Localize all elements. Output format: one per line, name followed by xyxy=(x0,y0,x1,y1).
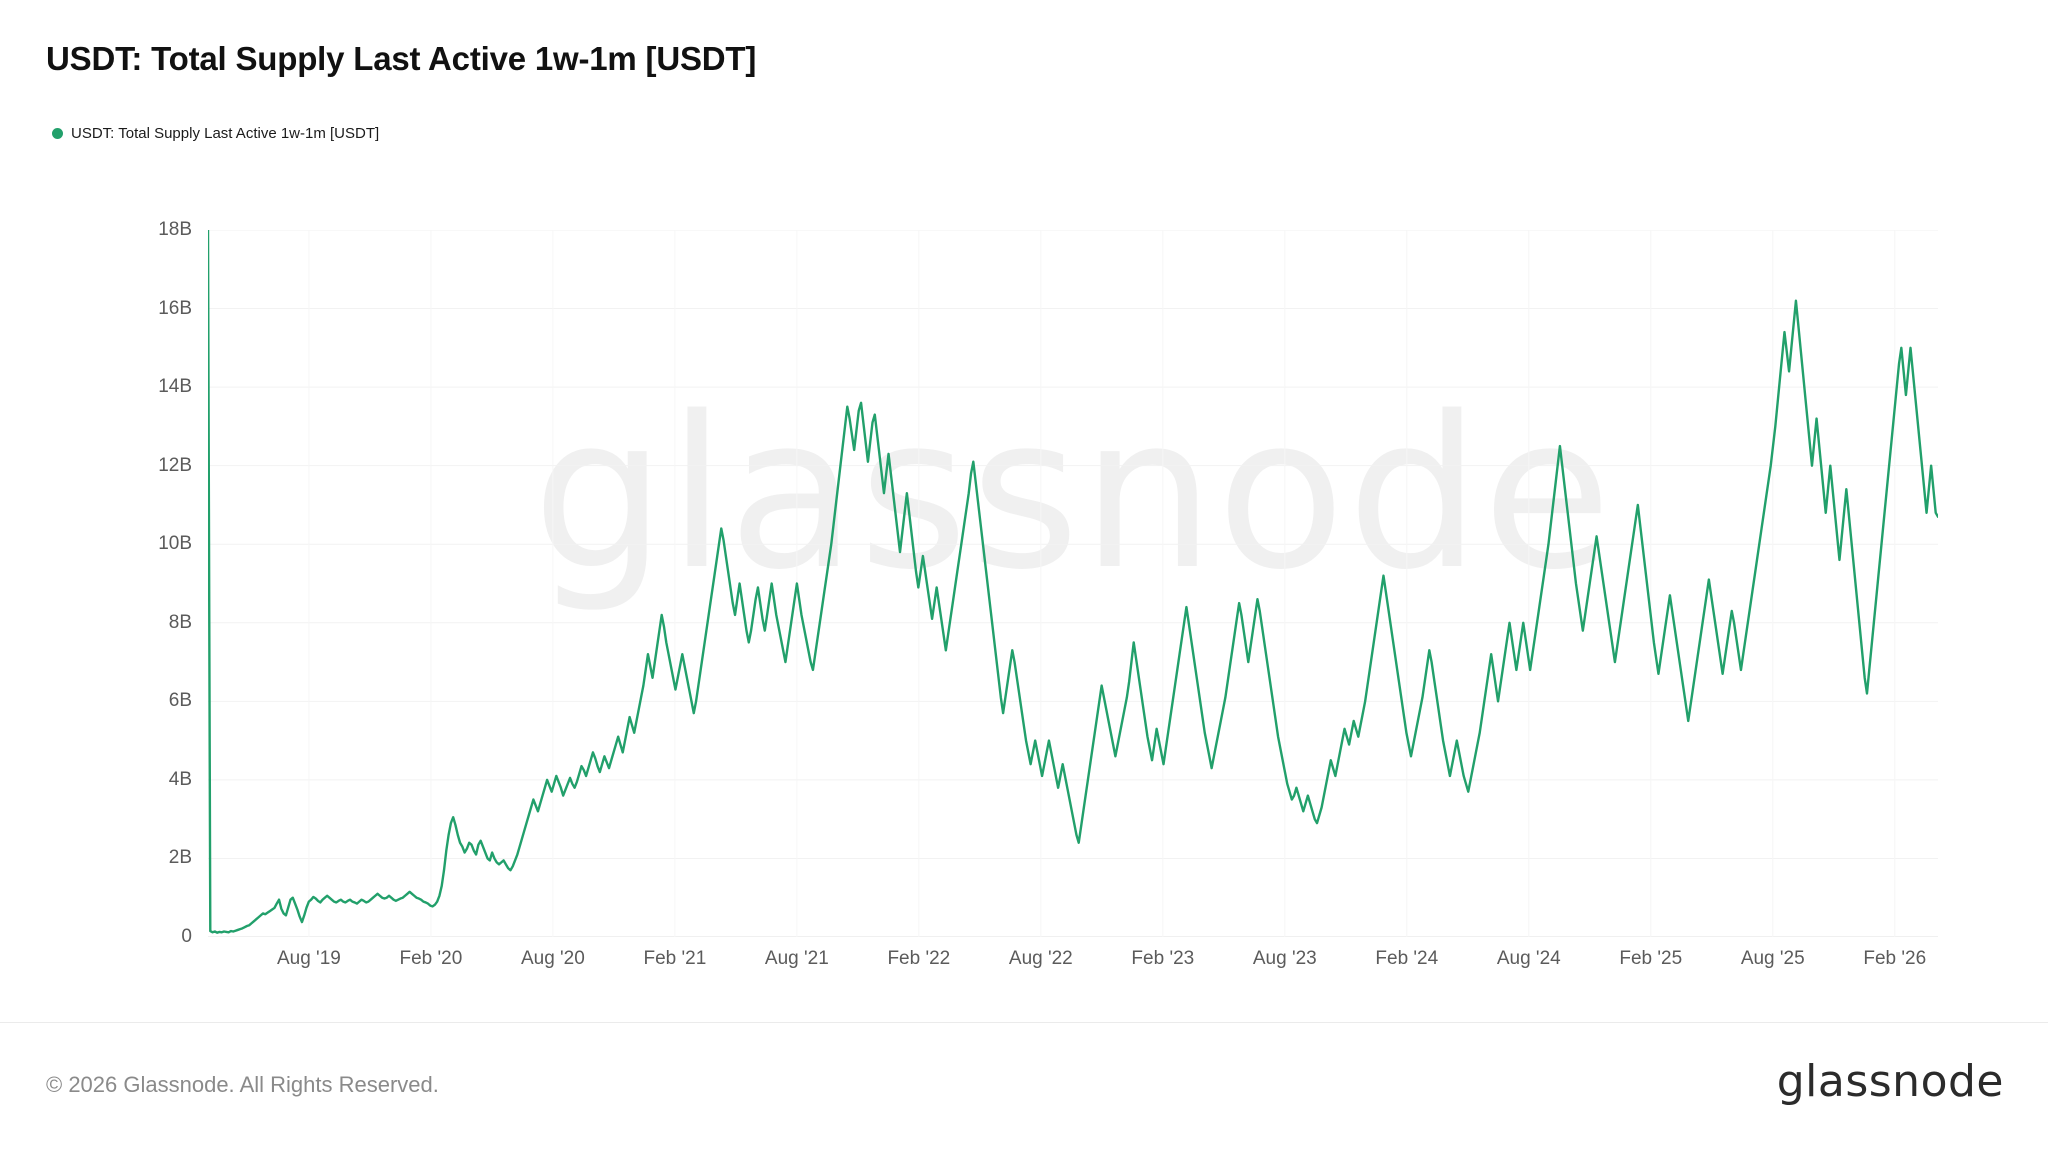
x-axis-tick-label: Feb '22 xyxy=(887,948,951,969)
page-title: USDT: Total Supply Last Active 1w-1m [US… xyxy=(46,40,757,77)
footer-divider xyxy=(0,1022,2048,1023)
legend-item-label: USDT: Total Supply Last Active 1w-1m [US… xyxy=(71,125,380,142)
plot-area[interactable] xyxy=(208,230,1938,937)
legend-dot-icon xyxy=(52,128,63,139)
x-axis-tick-label: Aug '22 xyxy=(1008,948,1073,969)
x-axis-tick-label: Aug '25 xyxy=(1740,948,1805,969)
x-axis-tick-label: Feb '21 xyxy=(643,948,707,969)
x-axis-tick-label: Feb '23 xyxy=(1131,948,1195,969)
copyright-text: © 2026 Glassnode. All Rights Reserved. xyxy=(46,1072,439,1097)
y-axis: 0 2B 4B 6B 8B 10B 12B 14B 16B 18B xyxy=(100,219,192,947)
x-axis-tick-label: Feb '20 xyxy=(399,948,463,969)
line-chart-svg xyxy=(208,230,1938,937)
x-axis-tick-label: Feb '26 xyxy=(1863,948,1927,969)
y-axis-tick-label: 16B xyxy=(158,297,192,319)
x-axis-tick-label: Aug '20 xyxy=(520,948,585,969)
y-axis-tick-label: 14B xyxy=(158,376,192,398)
x-axis-tick-label: Aug '24 xyxy=(1496,948,1561,969)
x-axis-tick-label: Aug '23 xyxy=(1252,948,1317,969)
x-axis: Aug '19 Feb '20 Aug '20 Feb '21 Aug '21 Feb '… xyxy=(208,948,1938,988)
brand-logo: glassnode xyxy=(1776,1056,2004,1107)
y-axis-tick-label: 2B xyxy=(168,847,192,869)
y-axis-tick-label: 4B xyxy=(168,768,192,790)
chart-legend[interactable]: USDT: Total Supply Last Active 1w-1m [US… xyxy=(52,125,379,142)
x-axis-tick-label: Aug '21 xyxy=(764,948,829,969)
x-axis-tick-label: Feb '25 xyxy=(1619,948,1683,969)
y-axis-tick-label: 12B xyxy=(158,454,192,476)
y-axis-tick-label: 10B xyxy=(158,533,192,555)
y-axis-tick-label: 8B xyxy=(168,611,192,633)
y-axis-tick-label: 18B xyxy=(158,219,192,240)
x-axis-tick-label: Feb '24 xyxy=(1375,948,1439,969)
y-axis-tick-label: 0 xyxy=(181,926,192,947)
series-line xyxy=(208,230,1938,933)
x-axis-tick-label: Aug '19 xyxy=(276,948,341,969)
y-axis-tick-label: 6B xyxy=(168,690,192,712)
